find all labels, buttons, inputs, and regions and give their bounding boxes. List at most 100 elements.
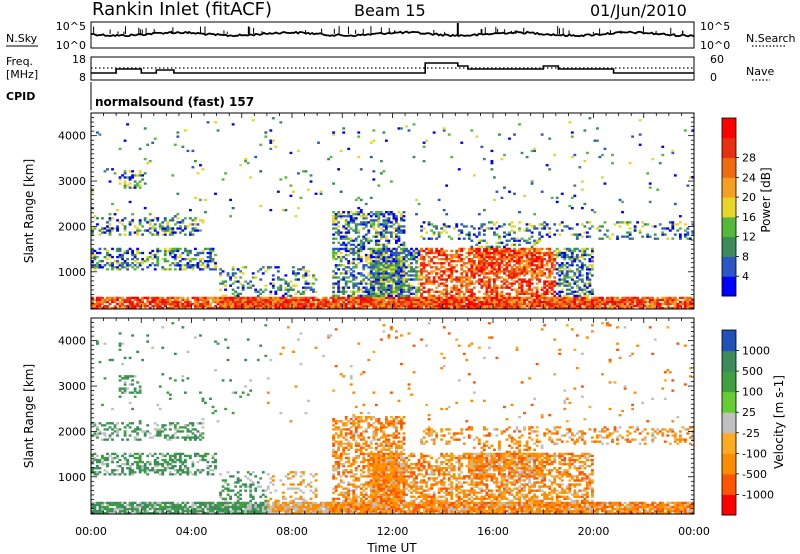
power-cell — [467, 298, 471, 302]
velocity-cell — [91, 422, 94, 425]
power-cell — [374, 266, 378, 269]
power-cell — [339, 290, 343, 293]
power-cell — [183, 247, 187, 251]
velocity-cell — [103, 507, 107, 511]
power-cell — [477, 270, 481, 273]
date-title: 01/Jun/2010 — [590, 1, 687, 20]
power-cell — [578, 300, 582, 304]
freq-trace — [91, 62, 694, 74]
power-cell — [342, 296, 346, 300]
power-cell — [445, 249, 449, 253]
power-cell — [570, 255, 574, 259]
power-cell — [590, 255, 594, 259]
power-cell — [606, 306, 609, 310]
velocity-cell — [103, 511, 107, 515]
power-cell — [580, 266, 584, 269]
power-cell — [141, 257, 145, 261]
power-cell — [691, 300, 695, 304]
power-cell — [457, 229, 461, 232]
power-cell — [143, 306, 147, 310]
power-cell — [480, 260, 484, 263]
power-cell — [405, 288, 408, 291]
power-cell — [405, 266, 408, 269]
power-cell — [395, 284, 398, 287]
power-cell — [580, 223, 584, 226]
power-cell — [211, 249, 215, 253]
power-cell — [395, 227, 398, 230]
power-cell — [178, 221, 182, 224]
power-cell — [575, 306, 579, 310]
velocity-cell — [96, 434, 99, 437]
power-cell — [573, 272, 577, 275]
power-cell — [269, 302, 273, 306]
power-cell — [440, 298, 444, 302]
power-cell — [143, 296, 147, 300]
power-cell — [646, 223, 650, 226]
power-cell — [269, 282, 273, 285]
power-cell — [558, 302, 562, 306]
power-cell — [121, 219, 124, 222]
power-cell — [377, 213, 381, 216]
velocity-cell — [108, 358, 112, 362]
power-cell — [530, 255, 534, 259]
power-cell — [226, 300, 230, 304]
power-cell — [500, 280, 504, 283]
power-cell — [585, 300, 589, 304]
power-cell — [578, 260, 582, 263]
velocity-cell — [98, 511, 102, 515]
power-cell — [123, 266, 127, 269]
power-cell — [493, 266, 496, 269]
power-cell — [420, 284, 423, 287]
power-cell — [158, 298, 162, 302]
power-cell — [495, 190, 499, 193]
power-cell — [374, 296, 378, 300]
power-cell — [349, 239, 353, 242]
power-cell — [342, 211, 346, 214]
power-cell — [445, 260, 449, 263]
power-cell — [389, 270, 393, 273]
power-cell — [611, 162, 614, 165]
power-cell — [570, 260, 574, 263]
power-cell — [314, 192, 318, 195]
power-cell — [580, 262, 584, 265]
power-cell — [420, 272, 423, 275]
power-cell — [457, 296, 461, 300]
power-cell — [513, 249, 516, 253]
power-cell — [631, 298, 634, 302]
power-cell — [555, 253, 559, 257]
power-cell — [347, 298, 351, 302]
power-cell — [435, 225, 439, 228]
power-cell — [156, 298, 160, 302]
velocity-cell — [96, 471, 99, 474]
power-cell — [405, 304, 408, 308]
power-cell — [437, 272, 441, 275]
power-cell — [440, 292, 444, 296]
power-cell — [339, 306, 343, 310]
power-cell — [377, 264, 381, 267]
power-cell — [412, 123, 416, 126]
power-cell — [209, 249, 212, 253]
power-cell — [224, 300, 227, 304]
power-cell — [369, 276, 373, 279]
power-cell — [412, 278, 416, 281]
power-cell — [181, 219, 185, 222]
power-cell — [470, 270, 474, 273]
power-cell — [523, 253, 526, 257]
power-cell — [548, 296, 552, 300]
power-cell — [93, 298, 97, 302]
power-cell — [131, 262, 135, 265]
nsky-panel-frame — [90, 21, 695, 49]
power-cell — [563, 278, 567, 281]
power-cell — [156, 304, 160, 308]
power-cell — [126, 306, 129, 310]
power-cell — [407, 296, 411, 300]
power-cell — [141, 174, 145, 177]
power-cell — [292, 190, 295, 193]
power-cell — [435, 266, 439, 269]
power-cell — [465, 255, 469, 259]
power-cell — [513, 302, 516, 306]
power-cell — [465, 302, 469, 306]
power-cell — [668, 221, 672, 224]
power-cell — [482, 208, 486, 212]
nave-label: Nave — [746, 65, 774, 78]
